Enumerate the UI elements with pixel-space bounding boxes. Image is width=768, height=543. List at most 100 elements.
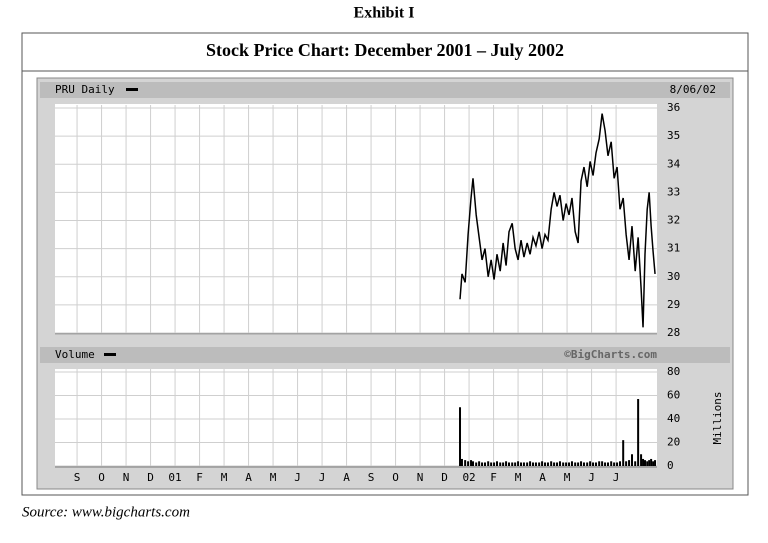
- volume-bar: [490, 462, 493, 466]
- volume-bar: [648, 460, 651, 466]
- y-tick-label: 28: [667, 326, 680, 339]
- y-tick-label: 31: [667, 242, 680, 255]
- volume-bar: [550, 461, 553, 466]
- y-tick-label: 30: [667, 270, 680, 283]
- volume-bar: [592, 462, 595, 466]
- volume-bar: [522, 462, 525, 466]
- volume-bar: [562, 462, 565, 466]
- volume-bar: [471, 461, 474, 466]
- legend-swatch: [126, 88, 138, 91]
- volume-bar: [616, 462, 619, 466]
- volume-bar: [652, 461, 655, 466]
- y-tick-label: 20: [667, 436, 680, 449]
- volume-bar: [568, 462, 571, 466]
- volume-bar: [505, 461, 508, 466]
- volume-bar: [637, 399, 640, 466]
- x-tick-label: A: [539, 471, 546, 484]
- x-tick-label: S: [368, 471, 375, 484]
- x-tick-label: S: [74, 471, 81, 484]
- x-tick-label: D: [147, 471, 154, 484]
- volume-bar: [546, 462, 549, 466]
- volume-bar: [598, 461, 601, 466]
- price-plot: [55, 104, 657, 335]
- volume-bar: [570, 461, 573, 466]
- volume-bar: [534, 462, 537, 466]
- volume-bar: [601, 461, 604, 466]
- y-tick-label: 40: [667, 412, 680, 425]
- volume-bar: [589, 461, 592, 466]
- y-tick-label: 32: [667, 214, 680, 227]
- exhibit-label: Exhibit I: [354, 5, 415, 22]
- y-tick-label: 80: [667, 365, 680, 378]
- volume-bar: [487, 461, 490, 466]
- price-panel-title: PRU Daily: [55, 83, 115, 96]
- volume-bar: [544, 462, 547, 466]
- volume-bar: [541, 461, 544, 466]
- volume-bar: [470, 460, 473, 466]
- volume-bar: [493, 462, 496, 466]
- y-axis-label: Millions: [711, 392, 724, 445]
- y-tick-label: 29: [667, 298, 680, 311]
- x-tick-label: O: [98, 471, 105, 484]
- x-tick-label: A: [245, 471, 252, 484]
- volume-bar: [459, 407, 462, 466]
- volume-bar: [514, 462, 517, 466]
- volume-bar: [577, 462, 580, 466]
- volume-bar: [511, 462, 514, 466]
- volume-bar: [622, 440, 625, 466]
- price-line: [459, 113, 656, 328]
- x-tick-label: J: [319, 471, 326, 484]
- volume-panel-title: Volume: [55, 348, 95, 361]
- volume-bar: [558, 461, 561, 466]
- legend-swatch: [104, 353, 116, 356]
- volume-bar: [532, 462, 535, 466]
- y-tick-label: 36: [667, 101, 680, 114]
- volume-bar: [646, 461, 649, 466]
- volume-bar: [520, 462, 523, 466]
- volume-bar: [496, 461, 499, 466]
- volume-bar: [464, 460, 467, 466]
- volume-bar: [553, 462, 556, 466]
- volume-bar: [481, 462, 484, 466]
- volume-bar: [619, 461, 622, 466]
- x-tick-label: N: [123, 471, 130, 484]
- volume-bar: [654, 460, 657, 466]
- x-tick-label: N: [417, 471, 424, 484]
- volume-bar: [604, 462, 607, 466]
- volume-bar: [475, 462, 478, 466]
- volume-bar: [460, 458, 463, 466]
- x-tick-label: D: [441, 471, 448, 484]
- volume-bar: [517, 461, 520, 466]
- volume-bar: [613, 462, 616, 466]
- y-tick-label: 33: [667, 185, 680, 198]
- x-tick-label: F: [490, 471, 497, 484]
- volume-bar: [640, 454, 643, 466]
- volume-bar: [526, 462, 529, 466]
- volume-bar: [556, 462, 559, 466]
- volume-bar: [574, 462, 577, 466]
- x-tick-label: J: [294, 471, 301, 484]
- credit: ©BigCharts.com: [564, 348, 657, 361]
- x-tick-label: 02: [462, 471, 475, 484]
- source: Source: www.bigcharts.com: [22, 504, 190, 520]
- x-tick-label: M: [515, 471, 522, 484]
- y-tick-label: 34: [667, 157, 681, 170]
- volume-bar: [628, 460, 631, 466]
- volume-bar: [529, 461, 532, 466]
- volume-bar: [565, 462, 568, 466]
- x-tick-label: A: [343, 471, 350, 484]
- volume-plot: [55, 369, 657, 467]
- chart-date: 8/06/02: [670, 83, 716, 96]
- x-tick-label: M: [564, 471, 571, 484]
- x-tick-label: M: [221, 471, 228, 484]
- price-header: [40, 82, 730, 98]
- x-tick-label: J: [613, 471, 620, 484]
- x-tick-label: M: [270, 471, 277, 484]
- volume-bar: [606, 462, 609, 466]
- volume-bar: [502, 462, 505, 466]
- x-tick-label: J: [588, 471, 595, 484]
- chart-title: Stock Price Chart: December 2001 – July …: [206, 40, 564, 60]
- volume-bar: [625, 461, 628, 466]
- y-tick-label: 35: [667, 129, 680, 142]
